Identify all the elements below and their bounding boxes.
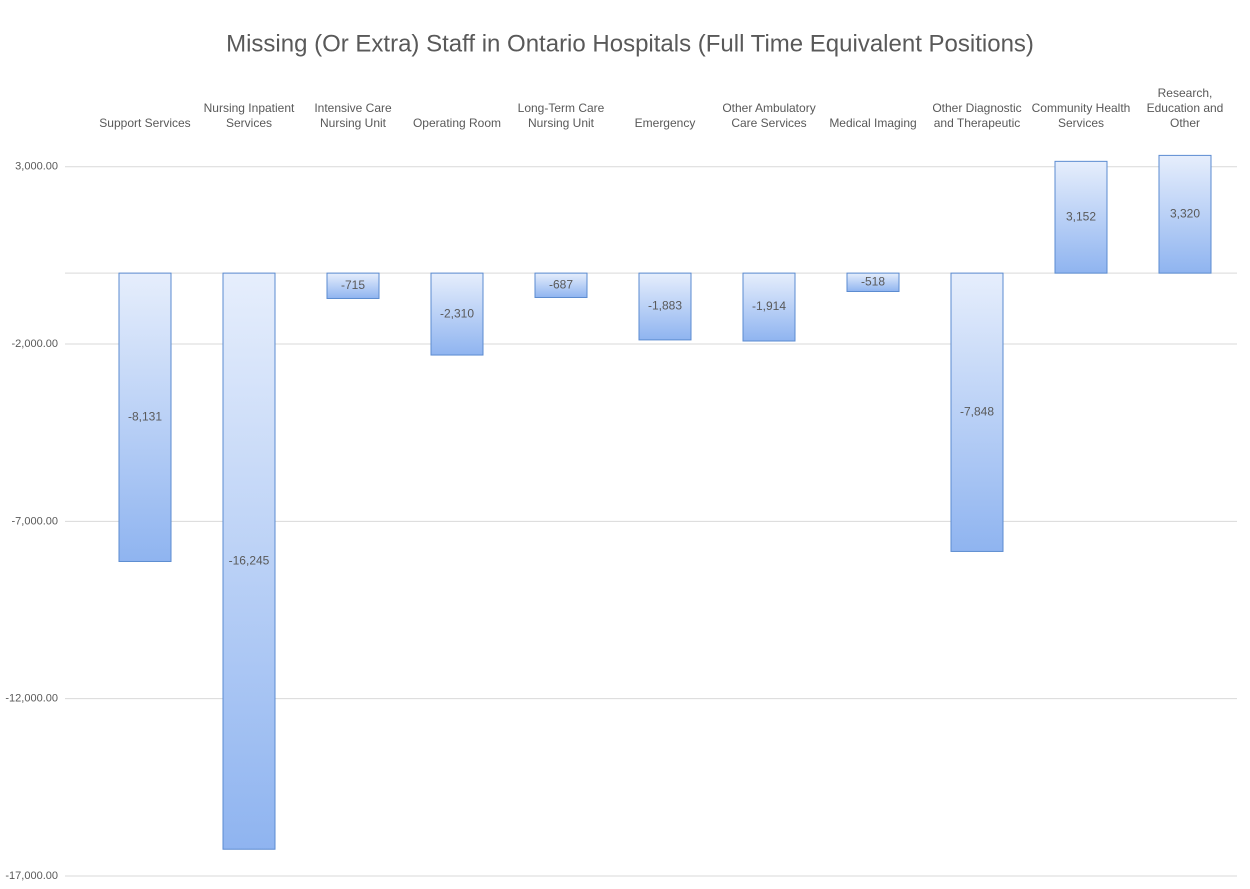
data-label: 3,320	[1170, 206, 1200, 220]
data-label: -8,131	[128, 409, 162, 423]
y-tick-label: -12,000.00	[5, 693, 58, 705]
category-label: Support Services	[99, 116, 191, 130]
category-label: Medical Imaging	[829, 116, 917, 130]
category-label: Nursing Inpatient Services	[203, 101, 295, 130]
bar	[846, 272, 900, 292]
bar	[742, 272, 796, 342]
category-label: Other Ambulatory Care Services	[722, 101, 816, 130]
y-tick-label: -17,000.00	[5, 870, 58, 882]
data-label: -16,245	[229, 553, 270, 567]
chart-title: Missing (Or Extra) Staff in Ontario Hosp…	[226, 30, 1034, 57]
y-tick-label: -2,000.00	[12, 338, 58, 350]
data-label: -1,914	[752, 299, 786, 313]
bar	[430, 272, 484, 356]
y-tick-label: 3,000.00	[15, 161, 58, 173]
category-label: Emergency	[634, 116, 696, 130]
data-label: -687	[549, 277, 573, 291]
bar	[638, 272, 692, 341]
category-label: Intensive Care Nursing Unit	[314, 101, 392, 130]
category-label: Operating Room	[412, 116, 502, 130]
data-label: 3,152	[1066, 209, 1096, 223]
bar	[950, 272, 1004, 552]
bar	[1054, 160, 1108, 274]
category-label: Other Diagnostic and Therapeutic	[932, 101, 1022, 130]
data-label: -7,848	[960, 404, 994, 418]
bar	[222, 272, 276, 850]
bar	[118, 272, 172, 562]
data-label: -1,883	[648, 299, 682, 313]
category-label: Research, Education and Other	[1146, 86, 1224, 130]
bar	[326, 272, 380, 299]
y-tick-label: -7,000.00	[12, 515, 58, 527]
bar	[534, 272, 588, 298]
data-label: -2,310	[440, 306, 474, 320]
category-label: Community Health Services	[1031, 101, 1131, 130]
bar	[1158, 154, 1212, 274]
data-label: -518	[861, 274, 885, 288]
category-label: Long-Term Care Nursing Unit	[517, 101, 605, 130]
data-label: -715	[341, 278, 365, 292]
